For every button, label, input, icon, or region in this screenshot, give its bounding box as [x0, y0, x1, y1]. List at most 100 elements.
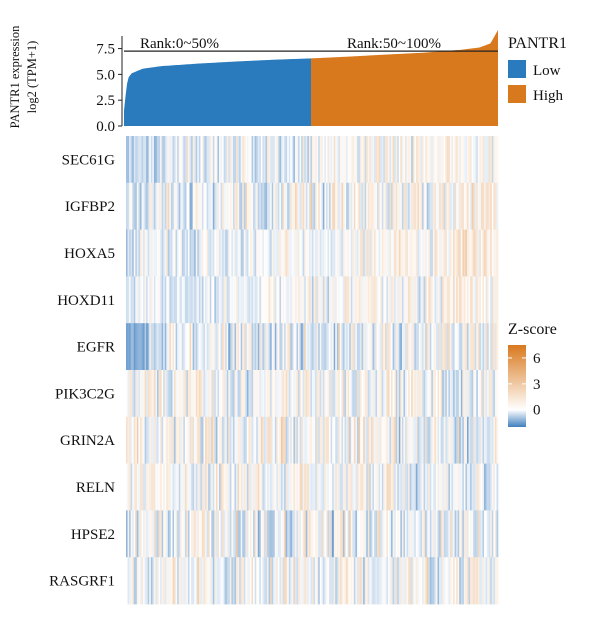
heatmap-cell [161, 370, 164, 418]
heatmap-cell [409, 182, 412, 230]
heatmap-cell [394, 370, 397, 418]
heatmap-cell [457, 323, 460, 371]
heatmap-cell [349, 416, 352, 464]
heatmap-cell [319, 557, 322, 605]
heatmap-cell [480, 510, 483, 558]
heatmap-cell [474, 136, 477, 184]
heatmap-cell [468, 370, 471, 418]
heatmap-cell [313, 416, 316, 464]
heatmap-cell [467, 370, 469, 418]
heatmap-cell [208, 463, 211, 511]
heatmap-cell [220, 463, 223, 511]
heatmap-cell [211, 136, 214, 184]
heatmap-cell [290, 276, 293, 324]
heatmap-cell [377, 136, 379, 184]
heatmap-cell [150, 463, 153, 511]
heatmap-cell [219, 463, 221, 511]
heatmap-cell [243, 182, 246, 230]
heatmap-cell [324, 182, 327, 230]
heatmap-cell [384, 510, 387, 558]
heatmap-cell [180, 416, 183, 464]
heatmap-cell [164, 416, 167, 464]
heatmap-cell [494, 416, 497, 464]
heatmap-cell [240, 557, 243, 605]
heatmap-cell [302, 136, 305, 184]
heatmap-cell [274, 416, 277, 464]
heatmap-cell [127, 557, 130, 605]
heatmap-cell [304, 510, 307, 558]
heatmap-cell [325, 416, 328, 464]
heatmap-cell [225, 276, 228, 324]
heatmap-cell [333, 229, 336, 277]
heatmap-cell [480, 463, 483, 511]
heatmap-cell [350, 229, 353, 277]
heatmap-cell [423, 416, 426, 464]
heatmap-cell [189, 136, 192, 184]
heatmap-cell [174, 416, 176, 464]
heatmap-cell [163, 276, 166, 324]
heatmap-cell [480, 370, 483, 418]
heatmap-cell [206, 557, 209, 605]
heatmap-cell [228, 510, 231, 558]
heatmap-cell [294, 182, 297, 230]
heatmap-cell [129, 370, 131, 418]
heatmap-cell [209, 370, 212, 418]
heatmap-cell [448, 182, 451, 230]
heatmap-cell [302, 370, 305, 418]
heatmap-cell [383, 510, 386, 558]
heatmap-cell [253, 229, 255, 277]
heatmap-cell [181, 136, 184, 184]
heatmap-cell [240, 136, 243, 184]
heatmap-cell [236, 323, 238, 371]
heatmap-cell [349, 463, 352, 511]
heatmap-cell [420, 370, 423, 418]
heatmap-cell [355, 416, 358, 464]
heatmap-cell [302, 557, 305, 605]
heatmap-cell [232, 182, 235, 230]
heatmap-cell [232, 557, 235, 605]
heatmap-cell [493, 276, 496, 324]
heatmap-cell [330, 557, 333, 605]
heatmap-cell [132, 510, 135, 558]
heatmap-cell [155, 182, 158, 230]
heatmap-cell [237, 182, 240, 230]
heatmap-cell [201, 182, 204, 230]
heatmap-cell [484, 182, 486, 230]
heatmap-cell [392, 557, 395, 605]
heatmap-cell [400, 510, 403, 558]
heatmap-cell [284, 416, 286, 464]
heatmap-cell [150, 557, 153, 605]
heatmap-cell [177, 229, 180, 277]
heatmap-cell [181, 323, 184, 371]
heatmap-cell [135, 276, 138, 324]
heatmap-cell [144, 557, 147, 605]
heatmap-cell [294, 510, 297, 558]
heatmap-cell [126, 510, 128, 558]
heatmap-cell [163, 182, 166, 230]
heatmap-cell [381, 182, 384, 230]
heatmap-cell [232, 370, 235, 418]
heatmap-cell [361, 557, 364, 605]
heatmap-cell [291, 323, 294, 371]
heatmap-cell [422, 463, 424, 511]
heatmap-cell [493, 229, 496, 277]
heatmap-cell [239, 510, 242, 558]
heatmap-cell [304, 276, 307, 324]
heatmap-cell [460, 323, 463, 371]
heatmap-cell [157, 229, 159, 277]
heatmap-cell [315, 557, 317, 605]
heatmap-cell [308, 557, 311, 605]
heatmap-cell [146, 416, 149, 464]
heatmap-cell [265, 229, 268, 277]
heatmap-cell [446, 510, 449, 558]
heatmap-cell [381, 136, 384, 184]
heatmap-cell [284, 182, 286, 230]
heatmap-cell [313, 510, 316, 558]
heatmap-cell [197, 557, 200, 605]
heatmap-cell [288, 182, 291, 230]
heatmap-cell [195, 323, 198, 371]
heatmap-cell [391, 182, 393, 230]
heatmap-cell [189, 276, 192, 324]
heatmap-cell [299, 276, 302, 324]
heatmap-cell [315, 370, 317, 418]
